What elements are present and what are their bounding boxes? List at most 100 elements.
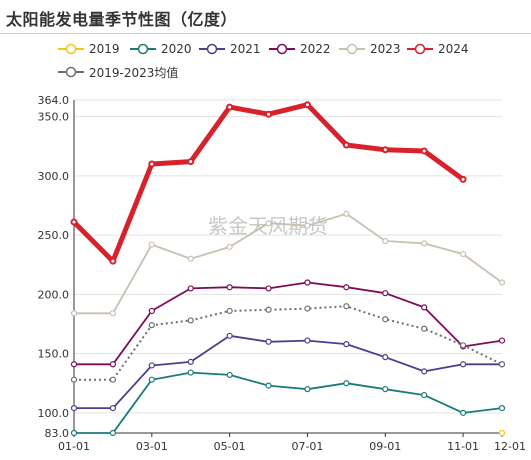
data-point [70,218,78,226]
title-divider [0,33,531,34]
data-point [381,146,389,154]
series-2022 [70,279,506,368]
legend-item[interactable]: 2019-2023均值 [58,63,178,81]
data-point [148,241,155,248]
legend-item[interactable]: 2022 [269,40,331,58]
data-point [459,250,467,258]
y-tick-label: 350.0 [38,111,70,124]
series-2019 [498,429,506,437]
data-point [342,141,350,149]
data-point [265,306,272,313]
x-tick-label: 05-01 [214,440,246,453]
data-point [148,322,155,329]
legend-label: 2024 [438,42,469,56]
data-point [226,332,233,339]
data-point [459,175,467,183]
data-point [265,285,272,292]
data-point [459,409,467,416]
legend-marker-icon [58,43,84,55]
grid-lines [74,99,502,434]
data-point [304,386,311,393]
data-point [187,158,195,166]
series-2021 [70,332,506,412]
y-tick-label: 250.0 [38,229,70,242]
data-point [421,325,428,332]
data-point [421,304,428,311]
data-point [343,380,350,387]
legend-marker-icon [199,43,225,55]
legend-label: 2019 [89,42,120,56]
data-point [303,101,311,109]
series-2023 [70,210,506,317]
data-point [70,361,78,368]
data-point [421,240,428,247]
legend-item[interactable]: 2019 [58,40,120,58]
data-point [70,376,78,383]
data-point [226,307,233,315]
data-point [187,369,194,376]
data-point [148,160,156,168]
legend-item[interactable]: 2024 [407,40,469,58]
data-point [265,220,272,227]
series-line [73,212,503,315]
data-point [498,337,506,344]
x-tick-label: 12-01 [494,440,526,453]
data-point [343,284,350,291]
data-point [498,405,506,412]
data-point [498,279,506,286]
legend-marker-icon [58,66,84,78]
data-point [109,405,117,412]
data-point [382,237,389,245]
y-tick-label: 100.0 [38,407,70,420]
data-point [382,316,389,323]
legend-label: 2019-2023均值 [89,65,179,80]
legend-label: 2023 [370,42,401,56]
legend-item[interactable]: 2020 [130,40,192,58]
series-2019-2023均值 [70,303,506,383]
legend-item[interactable]: 2023 [339,40,401,58]
data-point [304,279,311,286]
series-line [74,305,503,381]
data-point [70,310,78,317]
data-point [265,382,272,389]
data-point [343,341,350,348]
data-point [226,284,233,291]
series-line [73,334,503,410]
legend-marker-icon [269,43,295,55]
series-line [73,371,503,434]
data-point [382,354,389,361]
data-point [304,305,311,312]
x-tick-label: 09-01 [369,440,401,453]
y-tick-label: 150.0 [38,348,70,361]
data-point [421,368,428,375]
legend-item[interactable]: 2021 [199,40,261,58]
data-point [459,342,467,349]
data-point [304,222,311,229]
data-point [304,337,311,344]
chart-title: 太阳能发电量季节性图（亿度） [6,10,238,29]
series-line [73,281,503,366]
data-point [382,386,389,393]
legend-label: 2022 [300,42,331,56]
x-tick-label: 07-01 [291,440,323,453]
data-point [70,429,78,437]
data-point [187,285,194,292]
y-tick-label: 364.0 [38,94,70,107]
legend-marker-icon [130,43,156,55]
data-point [187,255,194,262]
y-tick-label: 83.0 [45,427,70,440]
y-tick-label: 200.0 [38,288,70,301]
data-point [343,303,350,310]
series-2024 [70,101,467,265]
legend-label: 2021 [230,42,261,56]
series-2020 [70,369,506,437]
data-point [70,405,78,412]
data-point [498,429,506,437]
data-point [382,290,389,297]
data-point [109,310,117,317]
y-tick-label: 300.0 [38,170,70,183]
data-point [148,376,155,383]
x-tick-label: 01-01 [58,440,90,453]
data-point [109,376,117,383]
